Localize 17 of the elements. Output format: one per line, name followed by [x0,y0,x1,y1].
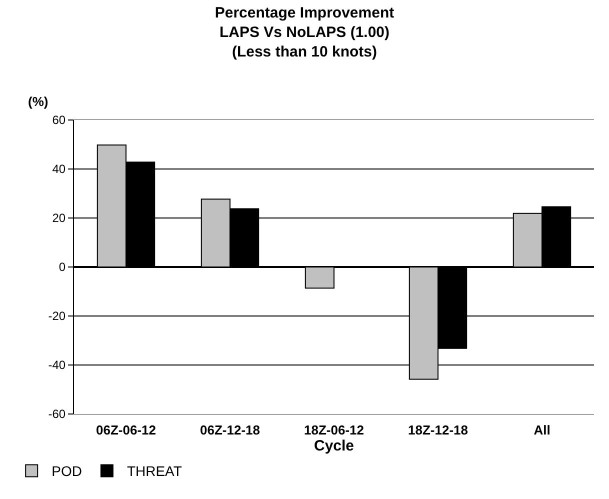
legend-label: POD [52,463,82,480]
legend-label: THREAT [126,463,182,480]
x-tick-label: 18Z-12-18 [408,422,468,438]
y-axis-title: (%) [28,94,48,109]
y-tick-label: -60 [48,407,66,422]
x-tick-label: 18Z-06-12 [304,422,364,438]
y-tick-label: 0 [58,260,66,274]
chart-title: Percentage Improvement LAPS Vs NoLAPS (1.00) (Less than 10 knots) [214,4,394,60]
y-tick-label: -20 [48,309,66,324]
x-tick-label: All [534,422,550,438]
x-tick-label: 06Z-12-18 [200,422,260,438]
y-tick-label: 40 [52,162,66,176]
y-tick-label: 20 [52,211,66,226]
x-tick-label: 06Z-06-12 [96,422,156,438]
y-tick-label: 60 [52,113,66,128]
y-tick-label: -40 [48,358,66,372]
x-axis-title: Cycle [314,438,354,455]
